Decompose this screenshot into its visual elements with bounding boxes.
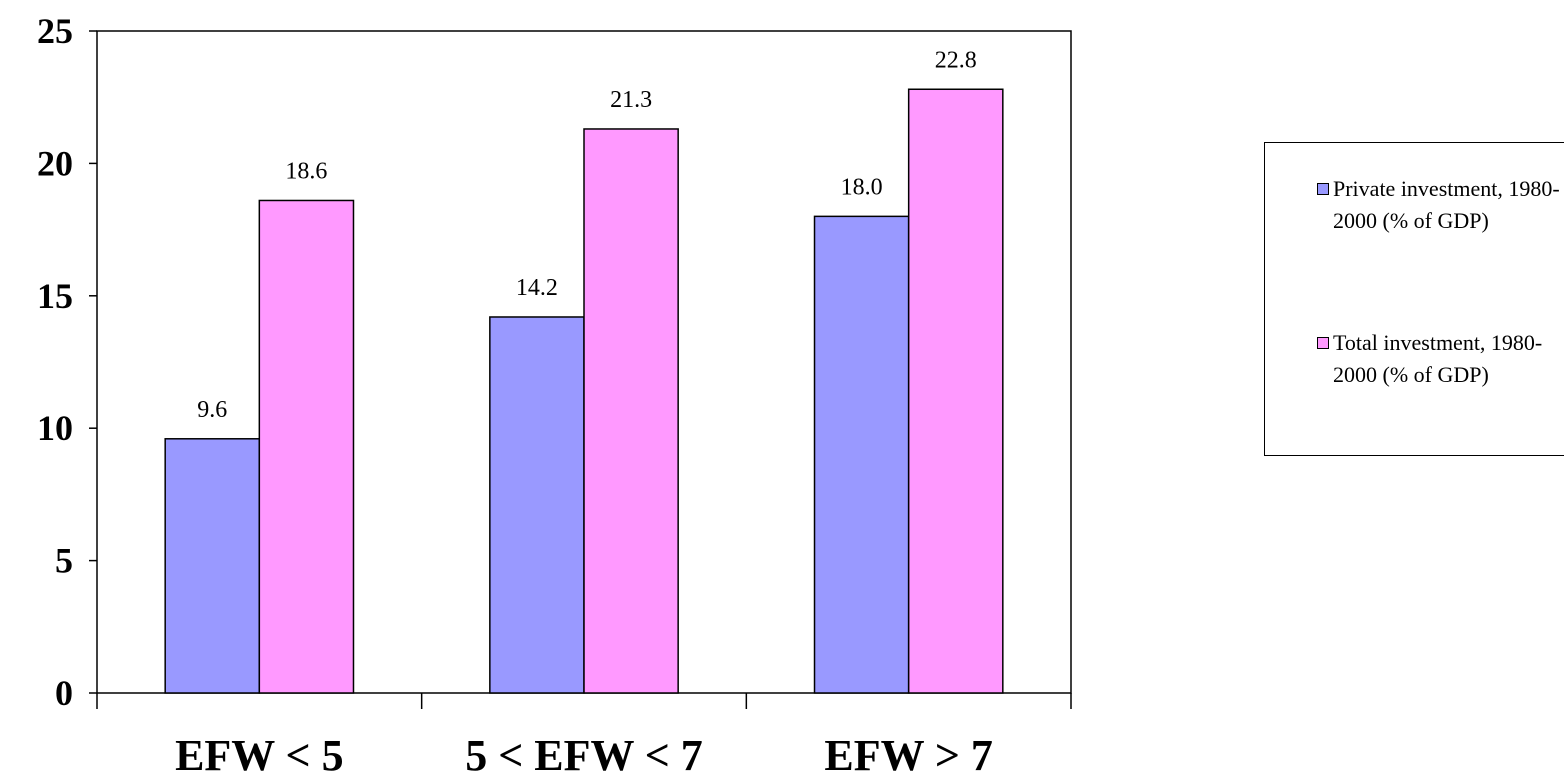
data-label: 22.8 [935, 47, 977, 73]
x-category-label: EFW < 5 [175, 731, 344, 780]
plot-area: 0 5 10 15 20 25 9.6 18.6 EFW < 5 14.2 21.3 5 < EFW … [37, 11, 1072, 780]
y-tick-label: 5 [55, 541, 73, 581]
legend: Private investment, 1980-2000 (% of GDP)… [1264, 142, 1564, 456]
y-tick-label: 10 [37, 408, 73, 448]
data-label: 18.0 [841, 174, 883, 200]
data-label: 9.6 [197, 397, 227, 423]
legend-item-private: Private investment, 1980-2000 (% of GDP) [1317, 173, 1564, 237]
bar [164, 438, 261, 694]
data-label: 21.3 [610, 87, 652, 113]
bar [907, 88, 1004, 694]
y-tick-label: 0 [55, 673, 73, 713]
data-label: 18.6 [285, 158, 327, 184]
legend-label-total: Total investment, 1980-2000 (% of GDP) [1333, 330, 1543, 387]
bar [258, 199, 355, 694]
bar [489, 316, 585, 694]
legend-item-total: Total investment, 1980-2000 (% of GDP) [1317, 327, 1564, 391]
legend-swatch-total [1317, 337, 1329, 349]
y-tick-label: 25 [37, 11, 73, 51]
y-tick-label: 15 [37, 276, 73, 316]
x-category-label: EFW > 7 [824, 731, 993, 780]
legend-swatch-private [1317, 183, 1329, 195]
bar [583, 128, 679, 694]
data-label: 14.2 [516, 275, 558, 301]
y-tick-label: 20 [37, 143, 73, 183]
bar [813, 215, 910, 694]
legend-label-private: Private investment, 1980-2000 (% of GDP) [1333, 176, 1560, 233]
x-category-label: 5 < EFW < 7 [465, 731, 703, 780]
